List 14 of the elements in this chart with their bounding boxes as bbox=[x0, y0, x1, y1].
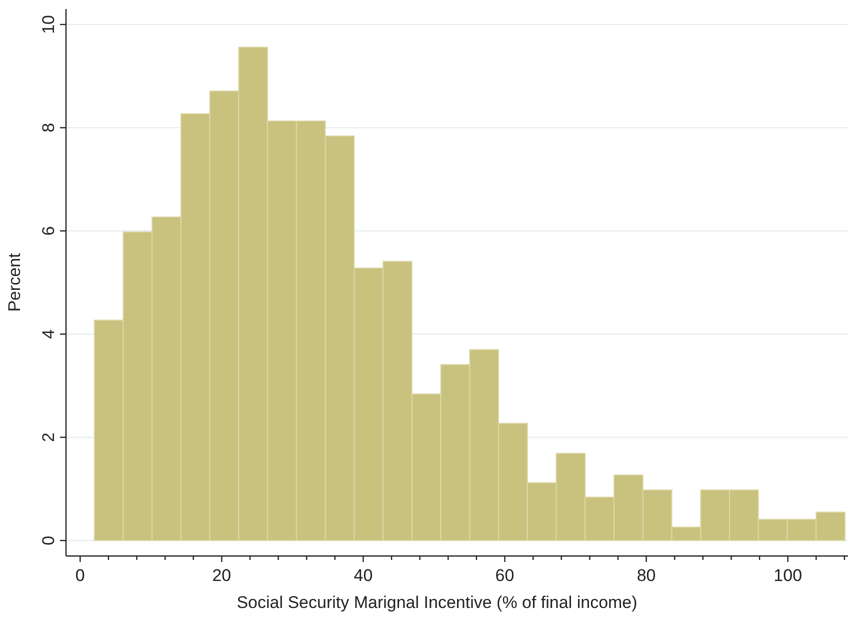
y-tick-label: 0 bbox=[39, 536, 58, 546]
x-axis-title: Social Security Marignal Incentive (% of final income) bbox=[236, 593, 638, 612]
y-axis-title: Percent bbox=[5, 252, 24, 312]
y-tick-label: 8 bbox=[39, 122, 58, 132]
x-tick-label: 0 bbox=[75, 566, 85, 585]
x-tick-label: 80 bbox=[636, 566, 656, 585]
y-tick-label: 4 bbox=[39, 329, 58, 339]
x-tick-label: 100 bbox=[774, 566, 802, 585]
y-tick-label: 10 bbox=[39, 15, 58, 34]
x-tick-label: 20 bbox=[212, 566, 232, 585]
x-tick-label: 60 bbox=[495, 566, 514, 585]
y-tick-label: 2 bbox=[39, 432, 58, 442]
x-tick-label: 40 bbox=[354, 566, 373, 585]
y-tick-label: 6 bbox=[39, 226, 58, 236]
